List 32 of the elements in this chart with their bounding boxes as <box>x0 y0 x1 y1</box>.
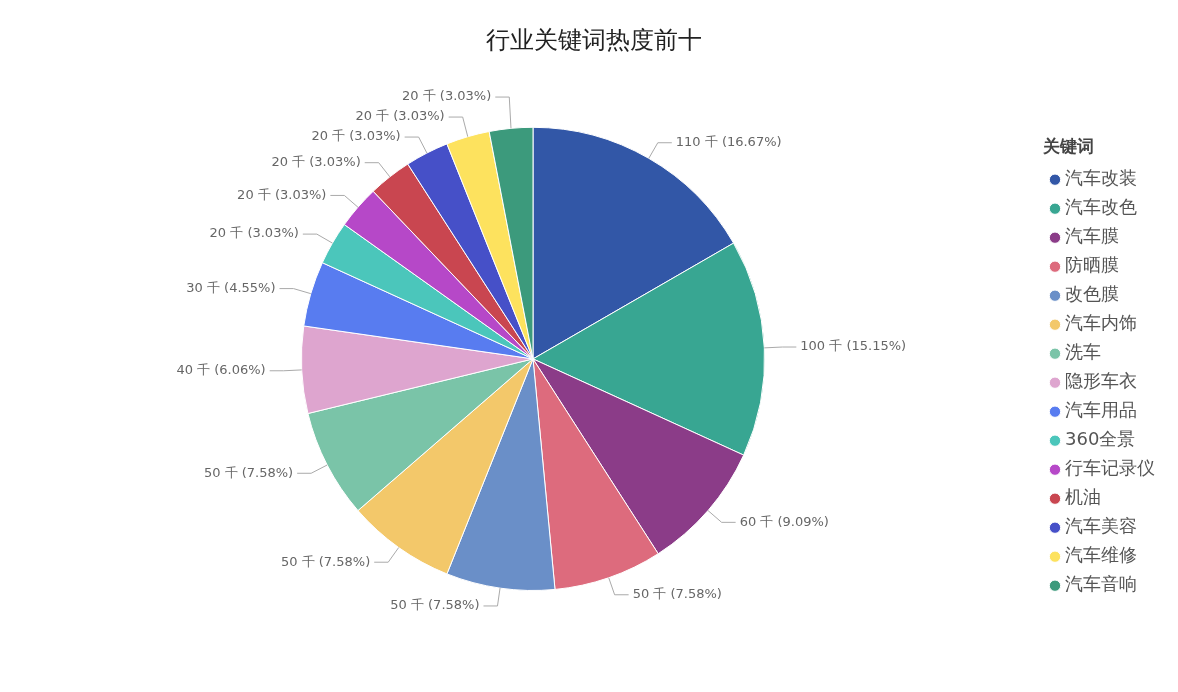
data-label: 100 千 (15.15%) <box>800 338 907 354</box>
legend-label: 防晒膜 <box>1065 254 1119 276</box>
data-label: 50 千 (7.58%) <box>632 586 722 602</box>
legend-label: 汽车美容 <box>1065 515 1137 537</box>
data-label: 50 千 (7.58%) <box>280 553 371 569</box>
data-label: 50 千 (7.58%) <box>203 464 294 480</box>
chart-title: 行业关键词热度前十 <box>486 25 702 54</box>
legend-label: 汽车内饰 <box>1065 312 1137 334</box>
data-label: 40 千 (6.06%) <box>176 362 266 378</box>
legend-label: 改色膜 <box>1065 283 1119 305</box>
data-label: 20 千 (3.03%) <box>209 225 299 241</box>
legend-label: 汽车膜 <box>1065 225 1119 247</box>
legend-label: 机油 <box>1065 486 1101 508</box>
legend-label: 隐形车衣 <box>1065 370 1137 392</box>
data-label: 50 千 (7.58%) <box>390 597 480 613</box>
data-label: 60 千 (9.09%) <box>739 513 829 529</box>
data-label: 20 千 (3.03%) <box>271 154 361 170</box>
data-label: 20 千 (3.03%) <box>237 186 327 202</box>
legend-label: 汽车维修 <box>1065 544 1137 566</box>
data-label: 20 千 (3.03%) <box>355 108 445 124</box>
legend-label: 行车记录仪 <box>1065 457 1155 479</box>
legend-label: 360全景 <box>1065 428 1136 450</box>
data-label: 30 千 (4.55%) <box>186 279 276 295</box>
data-label: 20 千 (3.03%) <box>402 88 492 104</box>
legend-title: 关键词 <box>1042 136 1094 157</box>
data-label: 20 千 (3.03%) <box>311 128 401 144</box>
legend-label: 汽车改装 <box>1065 167 1137 189</box>
data-label: 110 千 (16.67%) <box>675 134 782 150</box>
legend-label: 汽车改色 <box>1065 196 1137 218</box>
legend-label: 洗车 <box>1065 341 1101 363</box>
legend-label: 汽车音响 <box>1065 573 1137 595</box>
legend-label: 汽车用品 <box>1065 399 1137 421</box>
